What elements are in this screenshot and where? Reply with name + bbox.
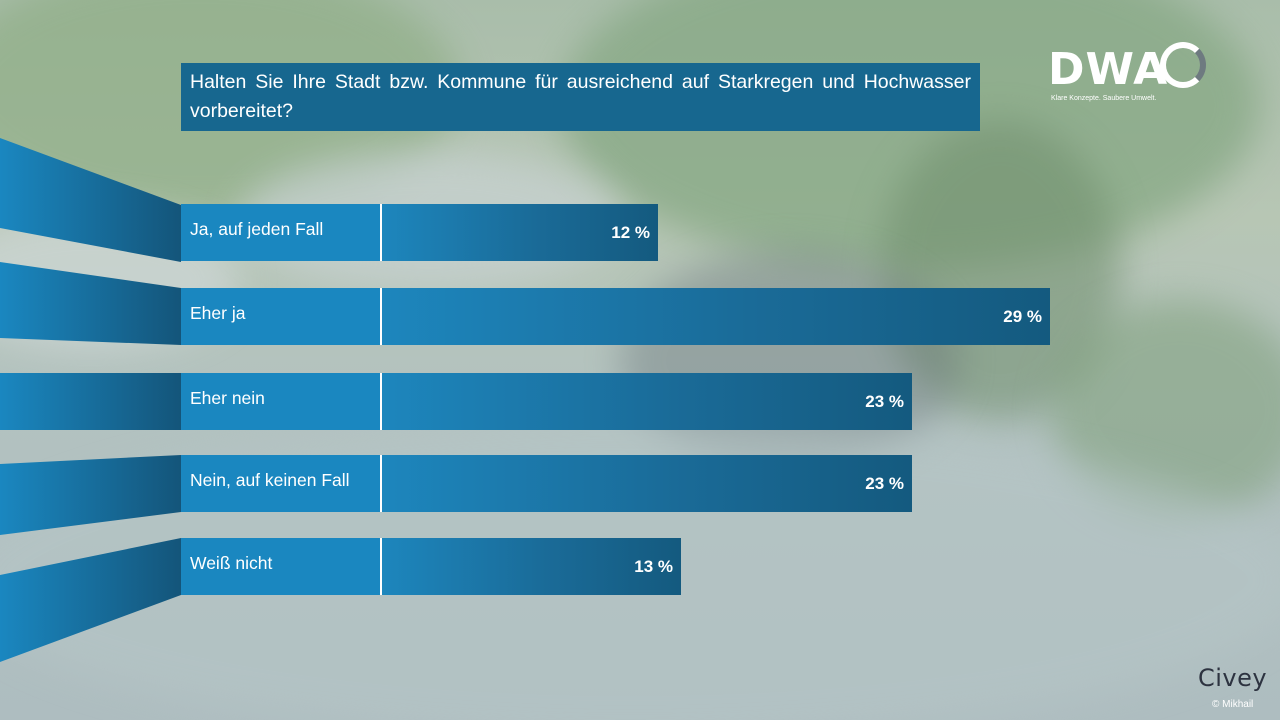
- question-title: Halten Sie Ihre Stadt bzw. Kommune für a…: [181, 63, 980, 131]
- logo-ring-icon: [1160, 42, 1206, 88]
- bar: [382, 288, 1050, 345]
- dwa-logo: DWA Klare Konzepte. Saubere Umwelt.: [1048, 40, 1218, 106]
- bar-separator: [380, 204, 382, 261]
- bar: [382, 373, 912, 430]
- bar: [382, 455, 912, 512]
- category-label: Eher ja: [181, 288, 380, 345]
- stripe-1: [0, 138, 181, 262]
- value-label: 23 %: [865, 392, 904, 411]
- bar: [382, 204, 658, 261]
- stripe-2: [0, 262, 181, 345]
- decorative-stripes: [0, 138, 181, 662]
- bar-separator: [380, 373, 382, 430]
- category-label: Eher nein: [181, 373, 380, 430]
- value-label: 12 %: [611, 223, 650, 242]
- value-label: 29 %: [1003, 307, 1042, 326]
- category-label: Nein, auf keinen Fall: [181, 455, 380, 512]
- photo-credit: © Mikhail: [1212, 699, 1254, 710]
- stripe-3: [0, 373, 181, 430]
- category-label: Weiß nicht: [181, 538, 380, 595]
- stripe-5: [0, 538, 181, 662]
- civey-brand: Civey: [1198, 664, 1268, 692]
- category-label: Ja, auf jeden Fall: [181, 204, 380, 261]
- bar-separator: [380, 288, 382, 345]
- bar-separator: [380, 455, 382, 512]
- bar-separator: [380, 538, 382, 595]
- value-label: 23 %: [865, 474, 904, 493]
- stripe-4: [0, 455, 181, 535]
- bar: [382, 538, 681, 595]
- logo-text: DWA: [1048, 44, 1169, 95]
- logo-tagline: Klare Konzepte. Saubere Umwelt.: [1051, 95, 1157, 102]
- value-label: 13 %: [634, 557, 673, 576]
